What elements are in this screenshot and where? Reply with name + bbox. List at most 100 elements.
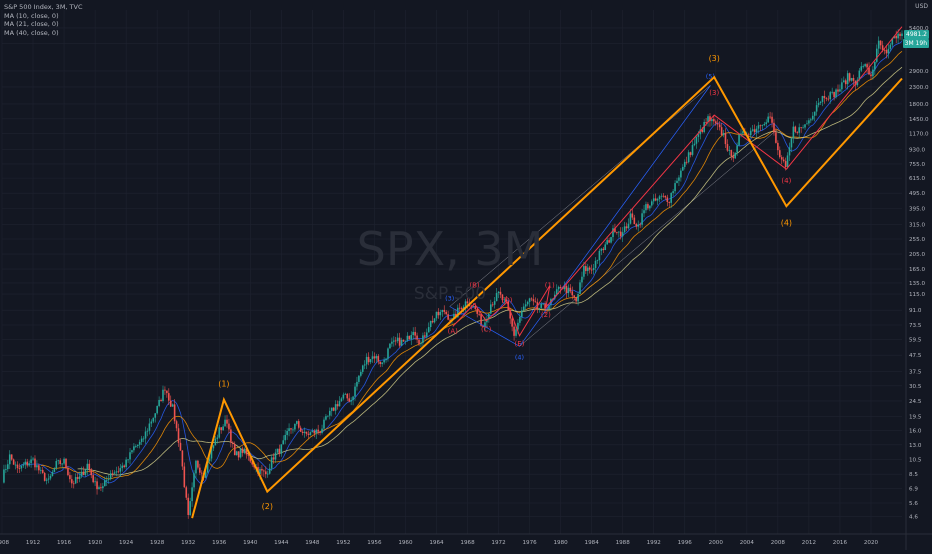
candle-body: [233, 443, 236, 456]
x-tick-label: 1912: [26, 540, 40, 546]
candle-body: [621, 232, 624, 237]
wave-minor-label: (5): [706, 72, 715, 80]
candle-body: [837, 89, 839, 92]
candle-body: [441, 309, 444, 312]
wave-intermediate-label: (C): [481, 325, 492, 333]
candle-body: [261, 468, 263, 471]
candle-body: [311, 430, 314, 433]
candle-body: [887, 48, 890, 54]
candle-body: [732, 156, 735, 159]
x-tick-label: 1916: [57, 540, 72, 546]
candle-body: [499, 291, 502, 295]
candle-body: [278, 448, 281, 454]
candle-body: [825, 98, 828, 99]
candle-body: [734, 152, 736, 159]
candle-body: [74, 477, 77, 484]
candle-body: [817, 102, 820, 106]
candle-body: [565, 285, 568, 294]
candle-body: [792, 126, 795, 139]
wave-major-line: [191, 75, 903, 519]
candle-body: [49, 475, 52, 479]
candle-body: [301, 431, 304, 434]
legend-ma40[interactable]: MA (40, close, 0): [4, 28, 59, 37]
candle-body: [899, 33, 901, 36]
candle-body: [214, 438, 217, 446]
candle-body: [433, 318, 436, 323]
candle-body: [313, 430, 316, 434]
candle-body: [464, 301, 467, 307]
candle-body: [583, 266, 585, 277]
candle-body: [127, 459, 129, 461]
candle-body: [484, 322, 486, 328]
candle-body: [325, 416, 327, 420]
candle-body: [425, 332, 428, 337]
candle-body: [276, 448, 279, 453]
candle-body: [144, 431, 147, 439]
legend-ma21[interactable]: MA (21, close, 0): [4, 20, 59, 28]
candle-body: [270, 457, 273, 469]
candle-body: [360, 371, 362, 376]
candle-body: [303, 431, 306, 434]
candle-body: [164, 389, 166, 391]
candle-body: [356, 381, 358, 387]
candle-body: [412, 331, 415, 336]
ma-21-line: [40, 50, 903, 480]
candle-body: [385, 358, 387, 360]
candle-body: [777, 142, 779, 151]
candle-body: [674, 183, 676, 192]
candle-body: [472, 305, 475, 307]
candle-body: [606, 240, 608, 245]
candle-body: [755, 128, 758, 133]
candle-body: [833, 91, 835, 98]
legend-ma10[interactable]: MA (10, close, 0): [4, 11, 59, 20]
candle-body: [757, 125, 760, 129]
candle-body: [802, 127, 804, 129]
candle-body: [614, 228, 616, 233]
candle-body: [24, 461, 27, 465]
candle-body: [264, 471, 267, 475]
candle-body: [765, 122, 768, 124]
candle-body: [109, 473, 112, 480]
candle-body: [10, 454, 13, 460]
candle-body: [515, 329, 517, 336]
candle-body: [458, 307, 461, 309]
candle-body: [414, 331, 416, 336]
candle-body: [705, 121, 707, 123]
y-tick-label: 1450.0: [909, 117, 929, 123]
candle-body: [864, 64, 866, 67]
candle-body: [117, 471, 120, 473]
candle-body: [336, 404, 339, 407]
candle-body: [736, 145, 738, 153]
candle-body: [771, 116, 773, 123]
wave-minor-label: (4): [515, 353, 524, 361]
y-tick-label: 930.0: [909, 148, 925, 154]
candle-body: [138, 441, 141, 445]
candle-body: [171, 404, 174, 407]
legend-title[interactable]: S&P 500 Index, 3M, TVC: [4, 3, 83, 11]
candle-body: [84, 469, 87, 476]
candle-body: [422, 335, 424, 343]
candle-body: [204, 472, 207, 478]
candle-body: [297, 421, 300, 428]
x-tick-label: 1908: [0, 540, 10, 546]
candle-body: [294, 423, 296, 430]
candle-body: [76, 477, 79, 479]
candle-body: [393, 340, 395, 342]
candle-body: [841, 82, 843, 90]
candle-body: [652, 198, 655, 202]
candle-body: [488, 313, 490, 320]
candle-body: [39, 469, 42, 471]
candle-body: [751, 129, 754, 131]
currency-label[interactable]: USD: [915, 3, 928, 10]
candle-body: [104, 480, 106, 487]
candle-body: [544, 303, 546, 309]
candle-body: [173, 404, 176, 422]
candle-body: [131, 450, 133, 453]
candle-body: [796, 131, 799, 133]
candle-body: [55, 460, 58, 469]
candle-body: [344, 393, 347, 395]
candle-body: [125, 459, 127, 467]
candle-body: [839, 89, 841, 92]
